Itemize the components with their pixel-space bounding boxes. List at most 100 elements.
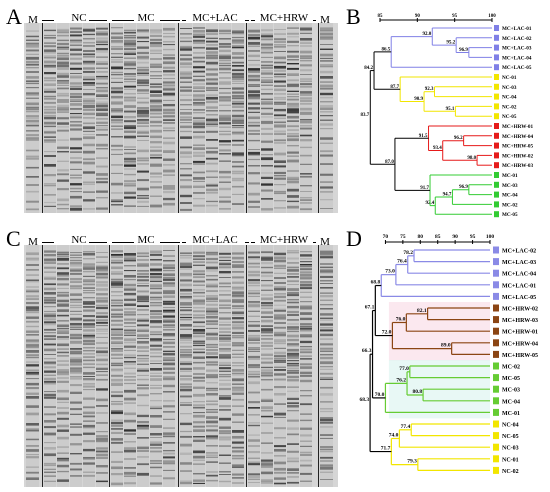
gel-band <box>248 391 260 394</box>
gel-band <box>70 433 82 436</box>
gel-band <box>261 398 273 401</box>
gel-band <box>124 275 136 278</box>
gel-band <box>26 382 39 386</box>
gel-band <box>206 150 218 154</box>
gel-band <box>232 317 244 320</box>
gel-band <box>83 258 95 260</box>
gel-band <box>57 179 69 182</box>
gel-band <box>232 39 244 42</box>
gel-band <box>180 252 192 255</box>
gel-band <box>287 356 299 359</box>
gel-band <box>111 250 123 253</box>
gel-band <box>124 294 136 296</box>
gel-band <box>300 32 312 34</box>
gel-band <box>180 302 192 305</box>
gel-band <box>320 105 333 107</box>
gel-band <box>96 354 108 357</box>
gel-band <box>180 49 192 51</box>
gel-band <box>232 65 244 67</box>
gel-band <box>137 179 149 182</box>
gel-band <box>163 174 175 176</box>
gel-band <box>163 141 175 145</box>
gel-band <box>248 78 260 82</box>
gel-band <box>111 74 123 76</box>
gel-band <box>219 426 231 429</box>
gel-band <box>26 371 39 375</box>
gel-band <box>219 282 231 285</box>
gel-band <box>232 349 244 351</box>
gel-band <box>193 356 205 359</box>
gel-band <box>26 149 39 152</box>
gel-band <box>57 46 69 49</box>
gel-band <box>111 345 123 347</box>
gel-band <box>248 90 260 93</box>
gel-band <box>287 280 299 283</box>
gel-band <box>287 159 299 163</box>
gel-band <box>248 445 260 447</box>
gel-band <box>137 72 149 75</box>
gel-band <box>193 289 205 291</box>
gel-band <box>137 299 149 302</box>
leaf-label: MC+LAC-05 <box>502 295 536 301</box>
gel-band <box>96 378 108 381</box>
gel-band <box>57 411 69 415</box>
gel-band <box>70 116 82 119</box>
gel-band <box>274 103 286 105</box>
gel-band <box>57 95 69 97</box>
gel-band <box>261 371 273 375</box>
gel-band <box>44 447 56 450</box>
group-swatch <box>493 350 499 358</box>
gel-band <box>44 97 56 100</box>
gel-band <box>232 281 244 284</box>
gel-band <box>124 389 136 393</box>
gel-band <box>150 204 162 208</box>
gel-band <box>57 460 69 462</box>
node-value: 89.0 <box>441 343 451 349</box>
gel-band <box>180 168 192 170</box>
gel-band <box>137 446 149 449</box>
gel-band <box>83 350 95 352</box>
gel-band <box>287 319 299 321</box>
gel-band <box>219 331 231 333</box>
gel-band <box>70 187 82 190</box>
gel-band <box>57 464 69 468</box>
gel-band <box>193 135 205 139</box>
gel-band <box>57 417 69 420</box>
gel-band <box>248 262 260 265</box>
gel-band <box>180 413 192 415</box>
gel-band <box>320 417 333 420</box>
gel-lane <box>261 245 273 487</box>
gel-band <box>57 360 69 362</box>
gel-band <box>320 101 333 103</box>
gel-band <box>96 103 108 105</box>
gel-band <box>111 88 123 90</box>
gel-a-rule <box>89 20 107 21</box>
gel-band <box>70 29 82 31</box>
gel-band <box>274 171 286 174</box>
gel-band <box>206 56 218 60</box>
gel-band <box>44 260 56 264</box>
group-swatch <box>493 397 499 405</box>
gel-band <box>300 459 312 462</box>
gel-band <box>274 160 286 163</box>
gel-band <box>219 471 231 473</box>
gel-band <box>248 182 260 185</box>
gel-band <box>320 107 333 110</box>
gel-band <box>232 466 244 468</box>
gel-band <box>70 453 82 455</box>
gel-band <box>111 46 123 47</box>
gel-band <box>96 75 108 78</box>
gel-band <box>320 446 333 449</box>
gel-band <box>124 367 136 369</box>
gel-band <box>163 84 175 87</box>
gel-band <box>137 46 149 49</box>
gel-band <box>180 112 192 115</box>
gel-band <box>137 125 149 127</box>
gel-band <box>111 262 123 264</box>
gel-band <box>248 348 260 351</box>
node-value: 66.3 <box>362 348 372 354</box>
gel-band <box>150 94 162 96</box>
leaf-label: MC+LAC-04 <box>502 272 536 278</box>
gel-band <box>300 275 312 278</box>
gel-band <box>261 271 273 274</box>
